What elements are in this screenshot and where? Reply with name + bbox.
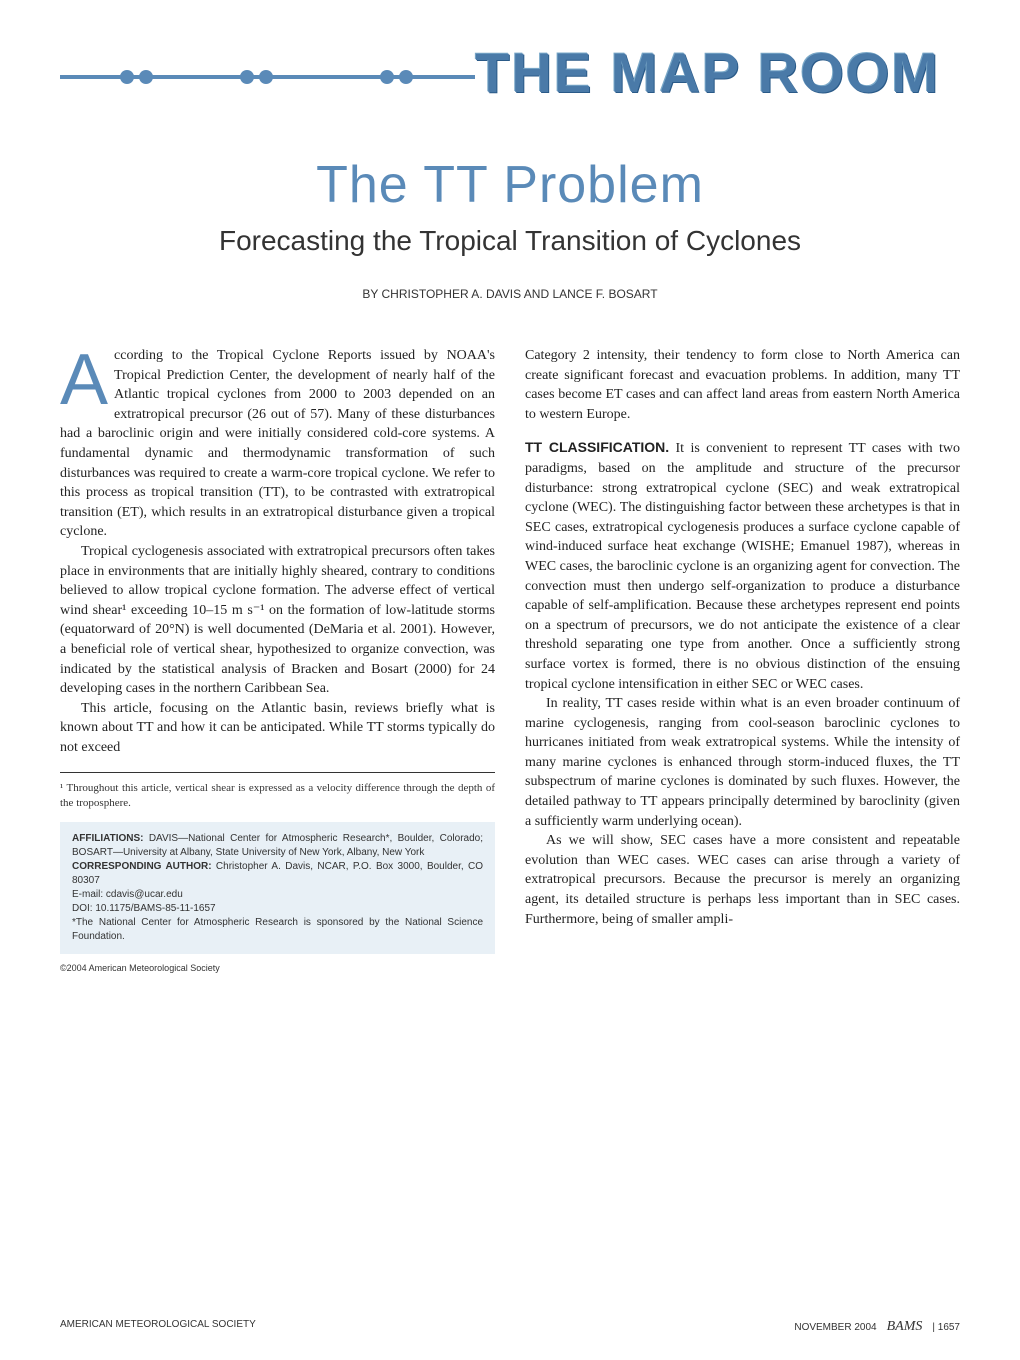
footer-date: NOVEMBER 2004: [794, 1322, 876, 1333]
article-subtitle: Forecasting the Tropical Transition of C…: [60, 225, 960, 257]
header-dots: [120, 70, 153, 84]
footnote: ¹ Throughout this article, vertical shea…: [60, 781, 495, 810]
body-para: TT CLASSIFICATION. It is convenient to r…: [525, 438, 960, 694]
section-title: THE MAP ROOM: [475, 40, 960, 105]
body-para: Tropical cyclogenesis associated with ex…: [60, 542, 495, 699]
body-para: Category 2 intensity, their tendency to …: [525, 346, 960, 424]
footer-right: NOVEMBER 2004 BAMS | 1657: [794, 1319, 960, 1335]
email: E-mail: cdavis@ucar.edu: [72, 888, 483, 902]
byline: BY CHRISTOPHER A. DAVIS AND LANCE F. BOS…: [60, 287, 960, 301]
body-para: According to the Tropical Cyclone Report…: [60, 346, 495, 542]
footer-publisher: AMERICAN METEOROLOGICAL SOCIETY: [60, 1319, 256, 1335]
page-footer: AMERICAN METEOROLOGICAL SOCIETY NOVEMBER…: [60, 1319, 960, 1335]
section-header: THE MAP ROOM: [60, 40, 960, 105]
affiliations-line: AFFILIATIONS: DAVIS—National Center for …: [72, 832, 483, 860]
affiliations-box: AFFILIATIONS: DAVIS—National Center for …: [60, 822, 495, 954]
header-dots: [240, 70, 273, 84]
footer-logo: BAMS: [887, 1319, 923, 1335]
body-para: This article, focusing on the Atlantic b…: [60, 699, 495, 758]
body-para: As we will show, SEC cases have a more c…: [525, 831, 960, 929]
header-dots: [380, 70, 413, 84]
section-heading: TT CLASSIFICATION.: [525, 439, 669, 455]
dropcap: A: [60, 346, 114, 410]
footnote-rule: [60, 772, 495, 773]
copyright: ©2004 American Meteorological Society: [60, 962, 495, 975]
footer-page-number: | 1657: [932, 1322, 960, 1333]
corresponding-author: CORRESPONDING AUTHOR: Christopher A. Dav…: [72, 860, 483, 888]
doi: DOI: 10.1175/BAMS-85-11-1657: [72, 902, 483, 916]
sponsor-note: *The National Center for Atmospheric Res…: [72, 916, 483, 944]
article-title: The TT Problem: [60, 155, 960, 215]
body-para: In reality, TT cases reside within what …: [525, 694, 960, 831]
body-text: According to the Tropical Cyclone Report…: [60, 346, 960, 975]
